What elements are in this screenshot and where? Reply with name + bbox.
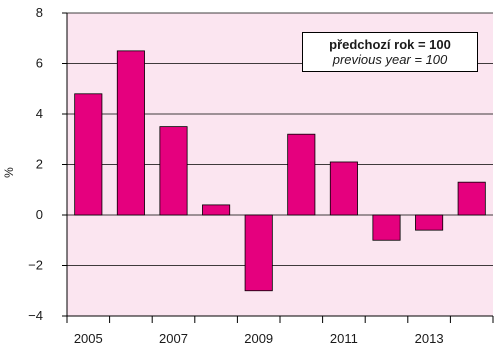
bar-2012 xyxy=(372,214,401,241)
axes xyxy=(62,12,494,323)
bar-2011 xyxy=(329,161,358,216)
bar-2013 xyxy=(415,214,444,231)
x-tick-label-2005: 2005 xyxy=(74,331,103,346)
x-tick-label-2011: 2011 xyxy=(330,331,358,346)
x-tick-label-2007: 2007 xyxy=(159,331,188,346)
y-tick-label: −2 xyxy=(28,258,43,273)
bar-2010 xyxy=(287,133,316,216)
annotation-sub-text: previous year = 100 xyxy=(332,52,448,67)
bar-2006 xyxy=(116,50,145,216)
y-tick-labels: −4 −2 0 2 4 6 8 xyxy=(28,5,43,323)
bar-2007 xyxy=(159,126,188,216)
x-tick-labels: 2005 2007 2009 2011 2013 xyxy=(74,331,444,346)
annotation-main-text: předchozí rok = 100 xyxy=(329,37,451,52)
y-tick-label: 8 xyxy=(36,5,43,20)
bar-2005 xyxy=(74,93,103,216)
bar-2009 xyxy=(244,214,273,292)
y-axis-label: % xyxy=(2,167,16,178)
y-tick-label: 6 xyxy=(36,56,43,71)
bar-2008 xyxy=(202,204,231,216)
y-tick-label: −4 xyxy=(28,308,43,323)
bars xyxy=(74,50,486,292)
y-tick-label: 4 xyxy=(36,106,43,121)
y-tick-label: 2 xyxy=(36,157,43,172)
y-tick-label: 0 xyxy=(36,207,43,222)
x-tick-label-2009: 2009 xyxy=(244,331,273,346)
annotation-box: předchozí rok = 100 previous year = 100 xyxy=(302,32,478,72)
x-tick-label-2013: 2013 xyxy=(415,331,444,346)
bar-2014 xyxy=(457,181,486,216)
